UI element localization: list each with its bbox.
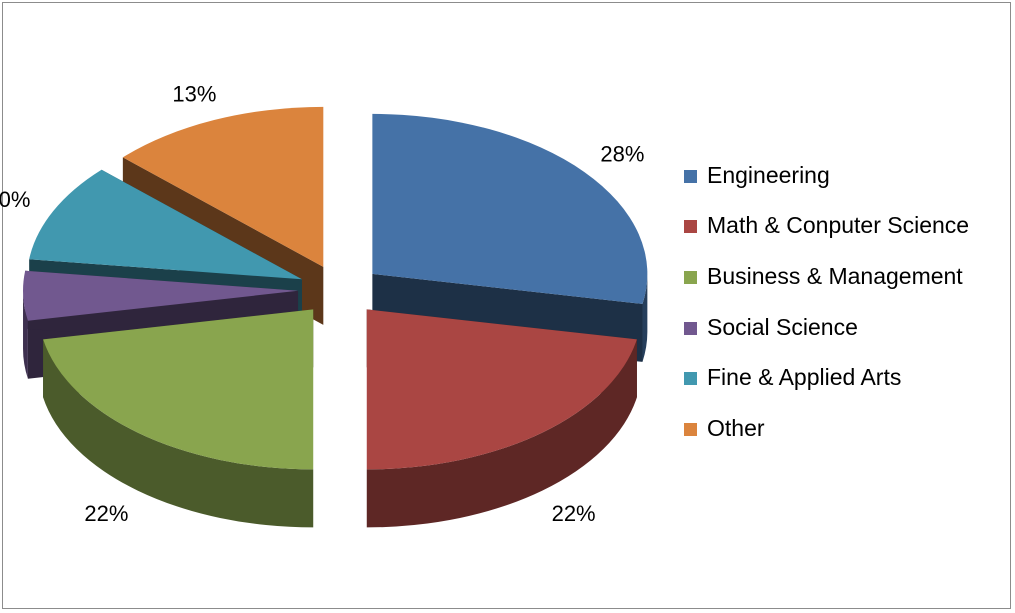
legend-swatch bbox=[684, 321, 697, 335]
legend-item: Engineering bbox=[684, 150, 1004, 201]
slice-outer-wall bbox=[642, 273, 648, 362]
legend-swatch bbox=[684, 372, 697, 386]
slice-outer-wall bbox=[366, 339, 637, 528]
slice-top bbox=[122, 106, 324, 267]
legend-swatch bbox=[684, 422, 697, 436]
data-label-fine-applied-arts: 10% bbox=[0, 187, 30, 212]
slice-outer-wall bbox=[43, 339, 314, 528]
legend-label: Fine & Applied Arts bbox=[707, 364, 902, 391]
slice-top bbox=[372, 113, 648, 304]
data-label-math-conputer-science: 22% bbox=[552, 501, 596, 526]
legend-label: Business & Management bbox=[707, 262, 963, 289]
legend-item: Math & Conputer Science bbox=[684, 201, 1004, 252]
legend-label: Other bbox=[707, 414, 765, 441]
legend-label: Social Science bbox=[707, 313, 858, 340]
slice-top bbox=[43, 309, 314, 470]
slice-top bbox=[29, 169, 302, 280]
pie-slice-business-management bbox=[43, 309, 314, 528]
slice-top bbox=[23, 270, 299, 321]
chart-legend: Engineering Math & Conputer Science Busine… bbox=[684, 150, 1004, 454]
data-label-engineering: 28% bbox=[600, 142, 644, 167]
legend-label: Math & Conputer Science bbox=[707, 212, 970, 239]
legend-swatch bbox=[684, 270, 697, 284]
slice-top bbox=[366, 309, 637, 470]
slice-outer-wall bbox=[23, 290, 28, 379]
data-label-other: 13% bbox=[172, 82, 216, 107]
legend-item: Social Science bbox=[684, 302, 1004, 353]
legend-swatch bbox=[684, 169, 697, 183]
legend-swatch bbox=[684, 220, 697, 234]
legend-item: Other bbox=[684, 403, 1004, 454]
legend-label: Engineering bbox=[707, 161, 830, 188]
data-label-business-management: 22% bbox=[84, 501, 128, 526]
legend-item: Business & Management bbox=[684, 251, 1004, 302]
pie-slice-math-conputer-science bbox=[366, 309, 637, 528]
legend-item: Fine & Applied Arts bbox=[684, 352, 1004, 403]
